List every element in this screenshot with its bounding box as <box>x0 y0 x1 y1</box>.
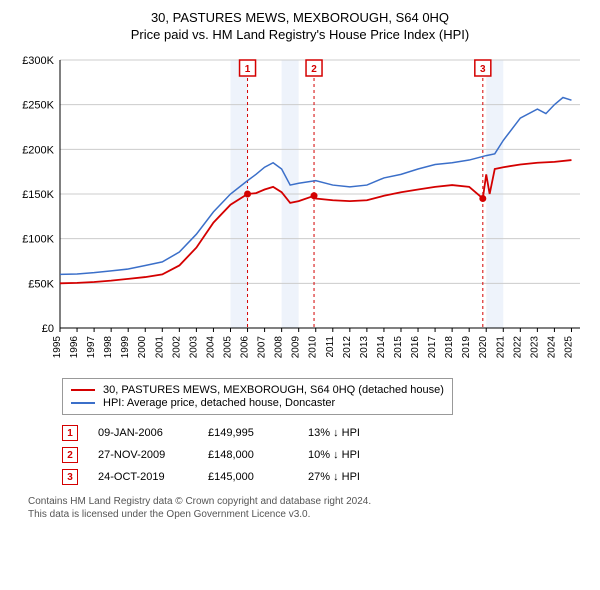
svg-text:1996: 1996 <box>69 336 80 359</box>
svg-text:2016: 2016 <box>410 336 421 359</box>
legend-swatch <box>71 389 95 391</box>
chart-plot: £0 £50K £100K £150K £200K £250K £300K 1995 1996 1… <box>14 50 586 370</box>
legend-item: HPI: Average price, detached house, Donc… <box>71 397 444 409</box>
svg-text:£100K: £100K <box>22 234 54 246</box>
chart-title: 30, PASTURES MEWS, MEXBOROUGH, S64 0HQ <box>14 10 586 25</box>
event-row: 3 24-OCT-2019 £145,000 27% ↓ HPI <box>62 469 586 485</box>
event-price: £149,995 <box>208 427 288 439</box>
chart-svg: £0 £50K £100K £150K £200K £250K £300K 1995 1996 1… <box>14 50 586 370</box>
svg-text:2008: 2008 <box>274 336 285 359</box>
event-delta: 10% ↓ HPI <box>308 449 398 461</box>
svg-text:2025: 2025 <box>563 336 574 359</box>
svg-text:1995: 1995 <box>52 336 63 359</box>
svg-text:2000: 2000 <box>137 336 148 359</box>
legend-label: 30, PASTURES MEWS, MEXBOROUGH, S64 0HQ (… <box>103 384 444 396</box>
svg-text:£300K: £300K <box>22 55 54 67</box>
svg-text:2012: 2012 <box>342 336 353 359</box>
svg-text:2009: 2009 <box>291 336 302 359</box>
chart-container: 30, PASTURES MEWS, MEXBOROUGH, S64 0HQ P… <box>0 0 600 531</box>
event-list: 1 09-JAN-2006 £149,995 13% ↓ HPI 2 27-NO… <box>62 425 586 485</box>
svg-text:2018: 2018 <box>444 336 455 359</box>
svg-text:£0: £0 <box>42 323 54 335</box>
svg-text:2006: 2006 <box>240 336 251 359</box>
event-badge: 3 <box>62 469 78 485</box>
event-price: £148,000 <box>208 449 288 461</box>
svg-text:£150K: £150K <box>22 189 54 201</box>
svg-text:£200K: £200K <box>22 144 54 156</box>
svg-text:2014: 2014 <box>376 336 387 359</box>
event-delta: 27% ↓ HPI <box>308 471 398 483</box>
legend-label: HPI: Average price, detached house, Donc… <box>103 397 335 409</box>
event-row: 1 09-JAN-2006 £149,995 13% ↓ HPI <box>62 425 586 441</box>
svg-text:2013: 2013 <box>359 336 370 359</box>
legend-swatch <box>71 402 95 404</box>
svg-text:2005: 2005 <box>222 336 233 359</box>
svg-text:2004: 2004 <box>205 336 216 359</box>
svg-text:£50K: £50K <box>28 278 54 290</box>
svg-text:2: 2 <box>311 64 317 75</box>
svg-text:2007: 2007 <box>257 336 268 359</box>
svg-text:3: 3 <box>480 64 486 75</box>
event-row: 2 27-NOV-2009 £148,000 10% ↓ HPI <box>62 447 586 463</box>
event-price: £145,000 <box>208 471 288 483</box>
legend-item: 30, PASTURES MEWS, MEXBOROUGH, S64 0HQ (… <box>71 384 444 396</box>
svg-text:2003: 2003 <box>188 336 199 359</box>
svg-text:2001: 2001 <box>154 336 165 359</box>
svg-text:1998: 1998 <box>103 336 114 359</box>
svg-text:2019: 2019 <box>461 336 472 359</box>
footer-line: This data is licensed under the Open Gov… <box>28 508 586 521</box>
svg-text:2015: 2015 <box>393 336 404 359</box>
svg-text:2023: 2023 <box>529 336 540 359</box>
svg-text:1997: 1997 <box>86 336 97 359</box>
event-badge: 1 <box>62 425 78 441</box>
svg-text:2020: 2020 <box>478 336 489 359</box>
svg-text:1: 1 <box>245 64 251 75</box>
svg-text:2010: 2010 <box>308 336 319 359</box>
svg-text:2002: 2002 <box>171 336 182 359</box>
svg-text:1999: 1999 <box>120 336 131 359</box>
legend: 30, PASTURES MEWS, MEXBOROUGH, S64 0HQ (… <box>62 378 453 415</box>
event-date: 27-NOV-2009 <box>98 449 188 461</box>
svg-text:2021: 2021 <box>495 336 506 359</box>
svg-text:£250K: £250K <box>22 100 54 112</box>
event-date: 09-JAN-2006 <box>98 427 188 439</box>
footer: Contains HM Land Registry data © Crown c… <box>28 495 586 521</box>
chart-subtitle: Price paid vs. HM Land Registry's House … <box>14 27 586 42</box>
footer-line: Contains HM Land Registry data © Crown c… <box>28 495 586 508</box>
svg-text:2017: 2017 <box>427 336 438 359</box>
event-date: 24-OCT-2019 <box>98 471 188 483</box>
svg-text:2022: 2022 <box>512 336 523 359</box>
event-badge: 2 <box>62 447 78 463</box>
svg-text:2024: 2024 <box>546 336 557 359</box>
event-delta: 13% ↓ HPI <box>308 427 398 439</box>
svg-text:2011: 2011 <box>325 336 336 358</box>
